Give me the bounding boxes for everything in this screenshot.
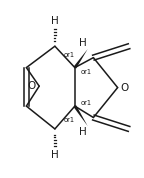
Text: or1: or1 — [64, 117, 74, 123]
Polygon shape — [74, 49, 88, 69]
Text: or1: or1 — [80, 69, 92, 75]
Text: O: O — [27, 81, 35, 91]
Text: H: H — [79, 127, 87, 137]
Text: or1: or1 — [80, 100, 92, 106]
Text: or1: or1 — [64, 52, 74, 58]
Text: H: H — [79, 38, 87, 48]
Text: O: O — [120, 83, 128, 93]
Polygon shape — [74, 105, 88, 126]
Text: H: H — [51, 15, 59, 25]
Text: H: H — [51, 150, 59, 160]
